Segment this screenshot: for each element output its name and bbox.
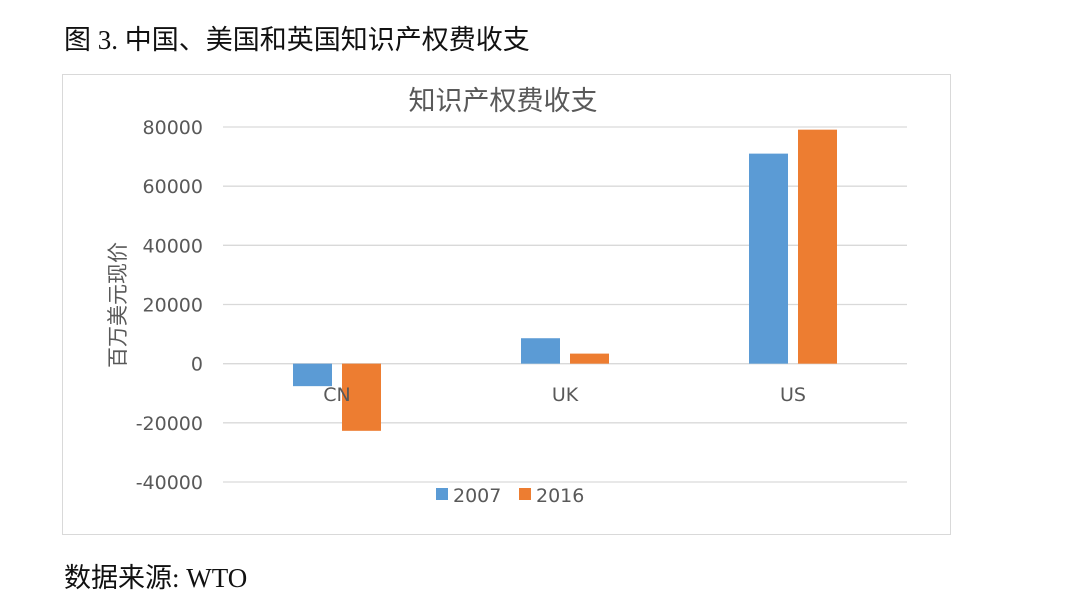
y-tick-label: 60000 xyxy=(143,176,203,198)
bar-US-2007 xyxy=(749,153,788,364)
y-tick-label: -40000 xyxy=(136,472,203,494)
y-axis-label: 百万美元现价 xyxy=(106,242,130,368)
y-tick-label: 80000 xyxy=(143,117,203,139)
x-tick-label: US xyxy=(780,384,806,406)
y-tick-label: -20000 xyxy=(136,413,203,435)
y-tick-label: 20000 xyxy=(143,295,203,317)
x-tick-label: CN xyxy=(323,384,350,406)
source-note: 数据来源: WTO xyxy=(64,563,248,593)
legend-label: 2016 xyxy=(536,485,584,507)
legend-label: 2007 xyxy=(453,485,501,507)
x-tick-label: UK xyxy=(552,384,579,406)
legend-swatch xyxy=(519,488,531,500)
bar-UK-2016 xyxy=(570,353,609,364)
figure-title: 图 3. 中国、美国和英国知识产权费收支 xyxy=(64,25,530,55)
chart-frame xyxy=(62,74,951,535)
bar-CN-2016 xyxy=(342,363,381,431)
bar-UK-2007 xyxy=(521,338,560,364)
bar-CN-2007 xyxy=(293,363,332,387)
y-tick-label: 40000 xyxy=(143,235,203,257)
legend-swatch xyxy=(436,488,448,500)
bar-US-2016 xyxy=(798,129,837,364)
y-tick-label: 0 xyxy=(191,354,203,376)
chart-title: 知识产权费收支 xyxy=(409,86,598,117)
